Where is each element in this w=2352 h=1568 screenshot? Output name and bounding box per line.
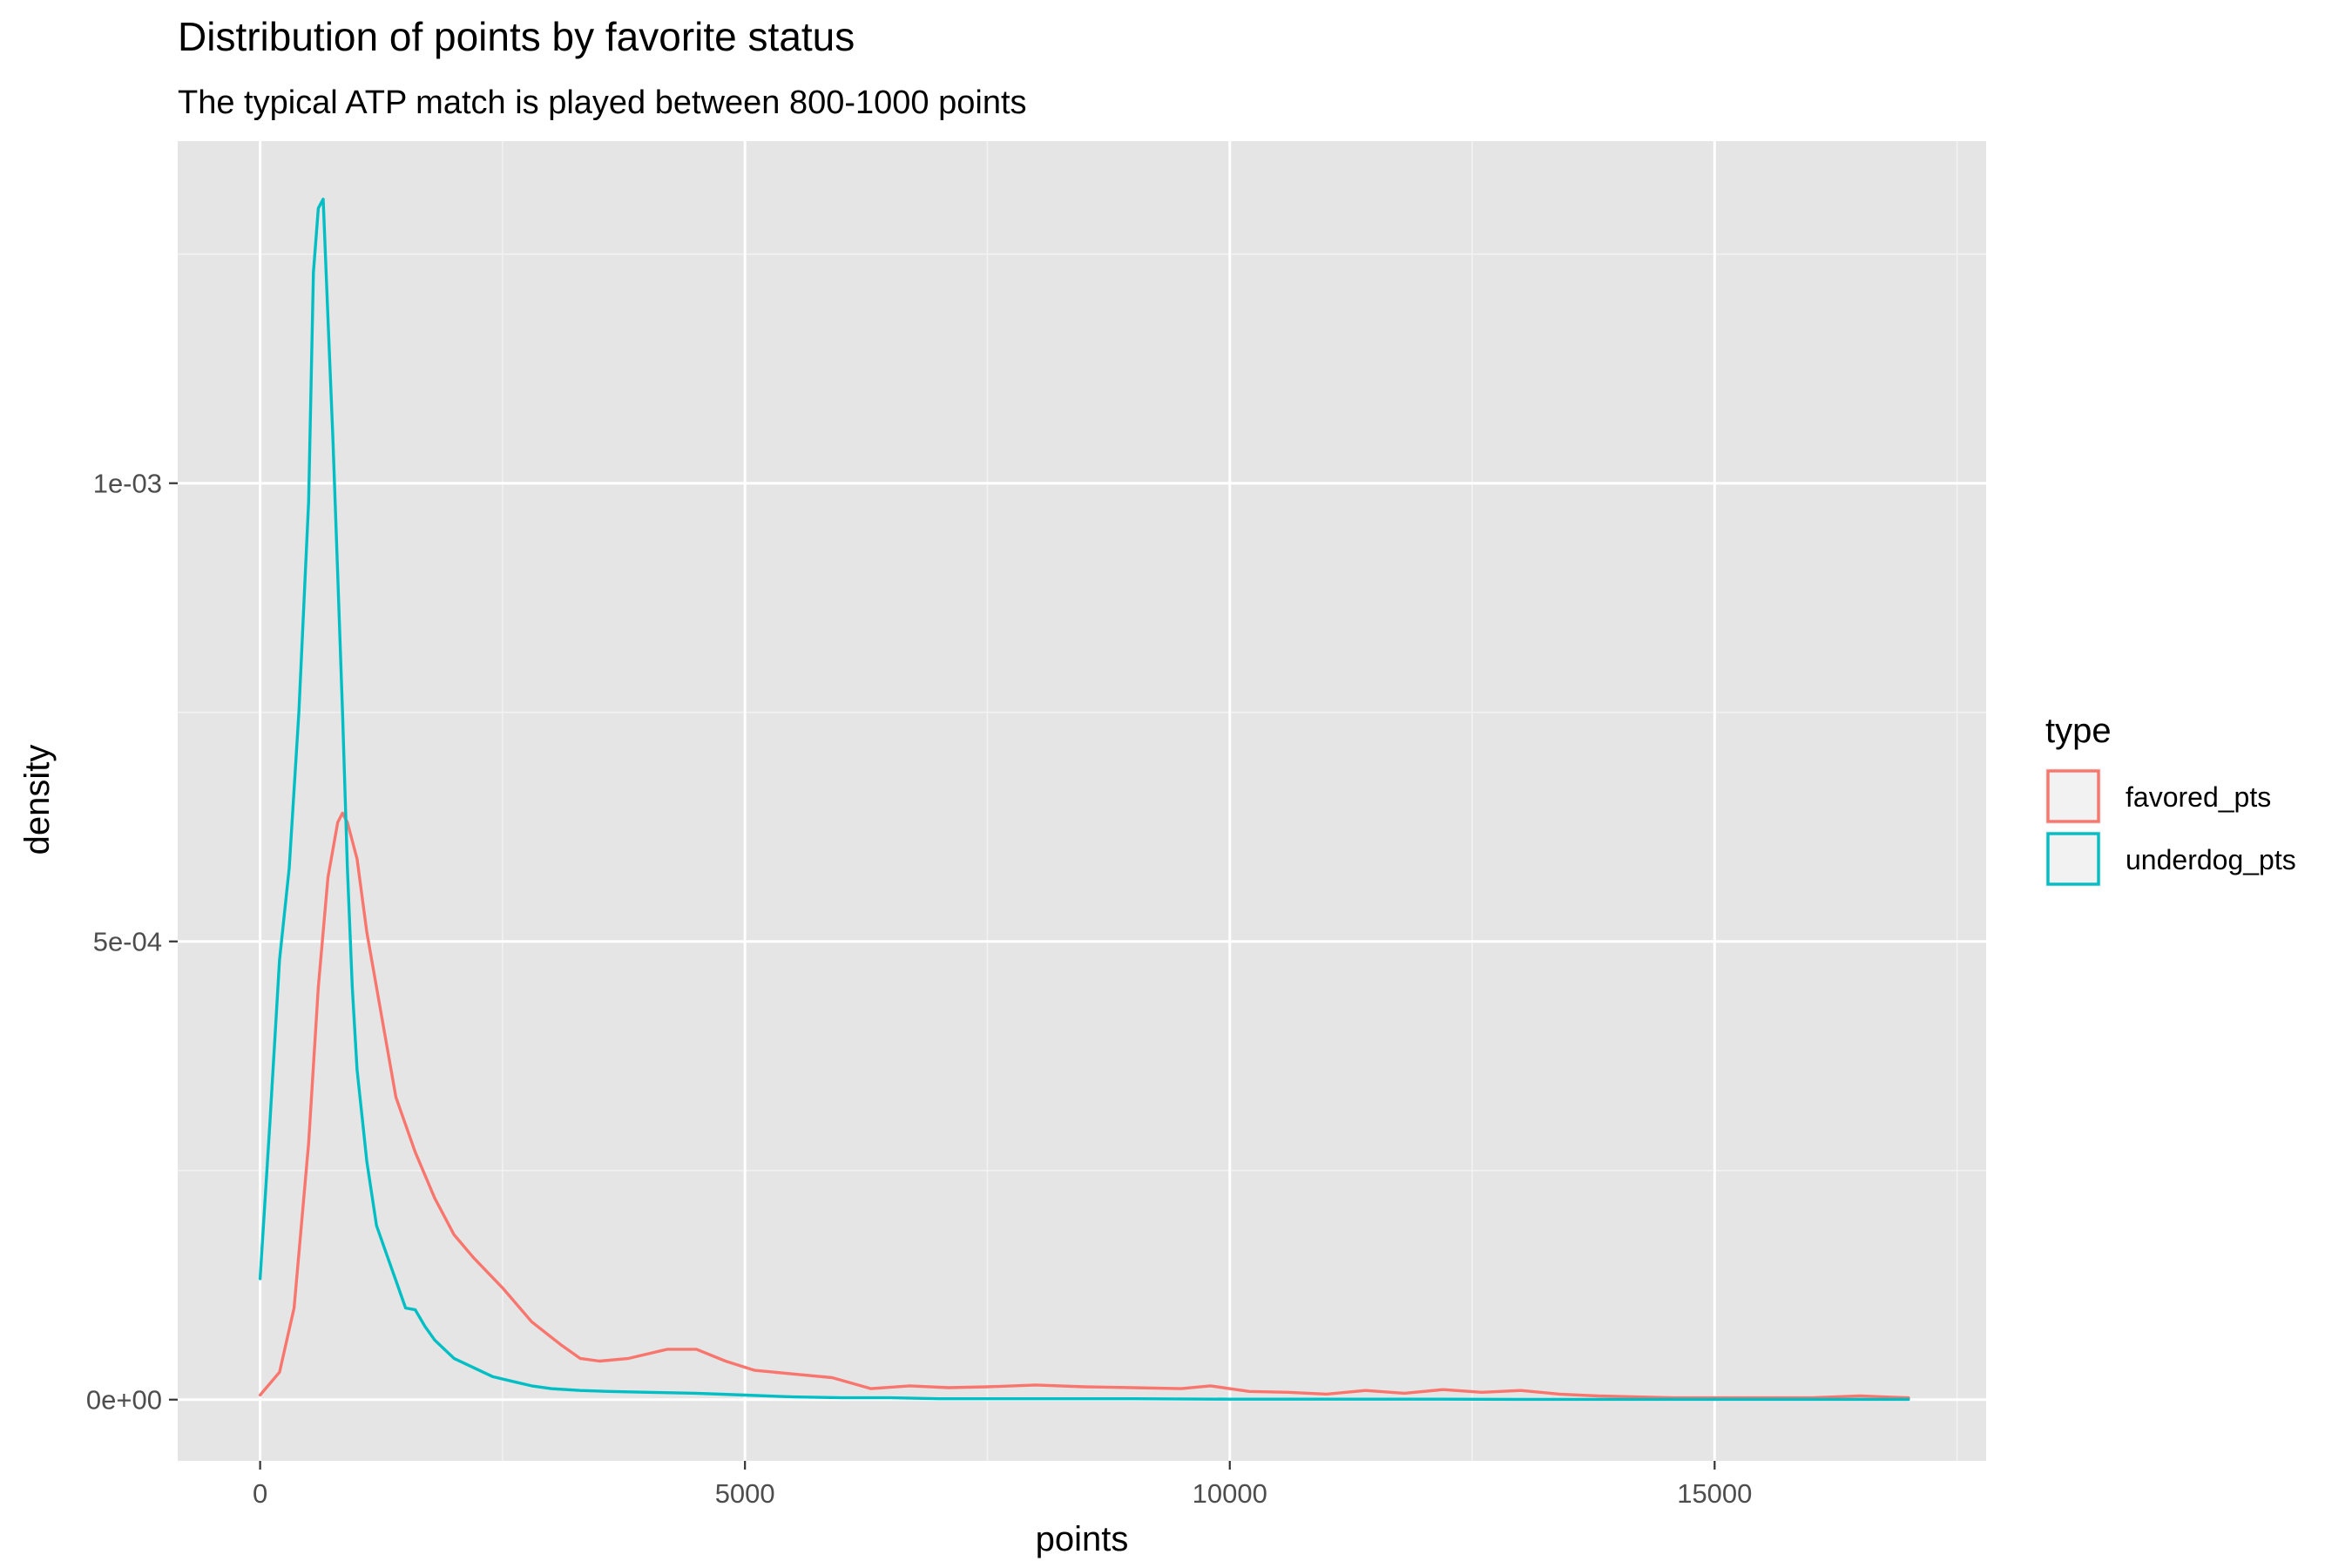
y-tick-label: 5e-04 — [93, 927, 162, 957]
series-line-underdog-pts — [258, 197, 1910, 1402]
x-tick-label: 10000 — [1193, 1478, 1267, 1509]
legend-title: type — [2045, 712, 2112, 750]
x-tick-label: 0 — [253, 1478, 267, 1509]
x-axis-ticks: 0 5000 10000 15000 — [253, 1461, 1752, 1509]
legend: type favored_pts underdog_pts — [2045, 712, 2296, 887]
minor-gridlines — [178, 141, 1986, 1461]
plot-panel — [178, 141, 1986, 1461]
series-lines — [258, 197, 1910, 1402]
x-axis-label: points — [1036, 1520, 1129, 1558]
legend-label: underdog_pts — [2126, 844, 2296, 875]
y-tick-label: 0e+00 — [86, 1385, 162, 1416]
legend-swatch-favored-pts — [2046, 769, 2100, 823]
chart-subtitle: The typical ATP match is played between … — [178, 84, 1027, 121]
legend-swatch-underdog-pts — [2046, 832, 2100, 886]
y-tick-label: 1e-03 — [93, 469, 162, 499]
chart-title: Distribution of points by favorite statu… — [178, 14, 855, 59]
x-tick-label: 5000 — [715, 1478, 775, 1509]
x-tick-label: 15000 — [1677, 1478, 1752, 1509]
series-line-favored-pts — [258, 811, 1910, 1400]
legend-key — [2045, 768, 2101, 824]
y-axis-label: density — [18, 745, 57, 855]
legend-label: favored_pts — [2126, 781, 2271, 813]
y-axis-ticks: 0e+00 5e-04 1e-03 — [86, 469, 178, 1416]
legend-key — [2045, 831, 2101, 887]
